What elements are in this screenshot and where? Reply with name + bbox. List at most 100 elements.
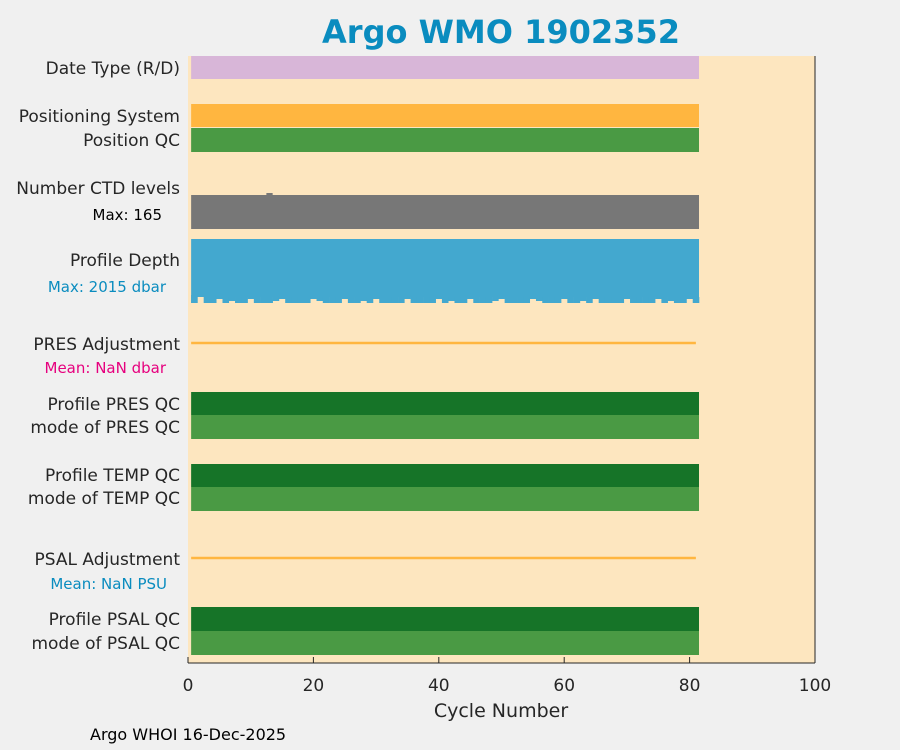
depth-cycle-mark [648, 297, 656, 303]
depth-cycle-mark [535, 297, 543, 301]
depth-cycle-mark [278, 297, 286, 299]
row-label-3: Number CTD levels [16, 179, 180, 199]
depth-cycle-mark [473, 297, 480, 303]
depth-cycle-mark [479, 297, 487, 303]
depth-cycle-mark [385, 297, 393, 303]
depth-cycle-mark [366, 297, 374, 303]
depth-cycle-mark [329, 297, 336, 303]
depth-cycle-mark [630, 297, 637, 303]
depth-cycle-mark [548, 297, 556, 303]
depth-cycle-mark [454, 297, 462, 303]
depth-cycle-mark [285, 297, 292, 303]
depth-cycle-mark [241, 297, 248, 303]
row-label-9: mode of TEMP QC [28, 489, 180, 509]
depth-cycle-mark [498, 297, 505, 299]
depth-cycle-mark [504, 297, 512, 303]
depth-cycle-mark [423, 297, 430, 303]
annotation-pres-mean: Mean: NaN dbar [45, 359, 167, 377]
row-labels: Date Type (R/D) Positioning System Positio… [16, 59, 180, 654]
depth-cycle-mark [310, 297, 317, 299]
depth-first-cycle [191, 295, 198, 303]
bar-row-11 [191, 607, 700, 631]
depth-cycle-mark [567, 297, 574, 303]
row-label-12: mode of PSAL QC [31, 634, 180, 654]
depth-cycle-mark [222, 297, 230, 303]
bar-row-0 [191, 56, 700, 79]
depth-cycle-mark [398, 297, 405, 303]
depth-cycle-mark [429, 297, 436, 303]
bar-row-4 [191, 239, 700, 297]
depth-cycle-mark [467, 297, 474, 299]
depth-cycle-mark [655, 297, 662, 299]
bar-row-6 [191, 392, 700, 415]
plot-background [188, 56, 815, 663]
x-axis: 0 20 40 60 80 100 [183, 56, 831, 696]
x-tick-label: 80 [679, 676, 701, 696]
x-tick-label: 60 [553, 676, 575, 696]
footer-credit: Argo WHOI 16-Dec-2025 [90, 725, 287, 744]
depth-cycle-mark [561, 297, 568, 299]
depth-cycle-mark [667, 297, 675, 301]
depth-cycle-mark [404, 297, 411, 299]
bar-row-12 [191, 631, 700, 655]
depth-cycle-mark [247, 297, 255, 299]
depth-cycle-mark [297, 297, 305, 303]
depth-cycle-mark [661, 297, 668, 303]
depth-cycle-mark [360, 297, 367, 301]
depth-cycle-mark [686, 297, 694, 299]
depth-cycle-mark [611, 297, 618, 303]
depth-cycle-mark [354, 297, 361, 303]
row-label-0: Date Type (R/D) [46, 59, 180, 79]
depth-cycle-mark [316, 297, 324, 301]
depth-cycle-mark [460, 297, 468, 303]
annotation-depth-max: Max: 2015 dbar [48, 278, 167, 296]
depth-cycle-mark [379, 297, 386, 303]
bar-row-9 [191, 487, 700, 511]
depth-cycle-mark [598, 297, 606, 303]
depth-cycle-mark [216, 297, 223, 299]
bar-row-3 [191, 195, 700, 229]
row-label-5: PRES Adjustment [33, 335, 180, 355]
depth-cycle-mark [673, 297, 681, 303]
depth-cycle-mark [592, 297, 599, 299]
depth-cycle-mark [228, 297, 236, 301]
depth-cycle-mark [529, 297, 537, 299]
depth-cycle-mark [291, 297, 299, 303]
depth-cycle-mark [523, 297, 531, 303]
depth-cycle-mark [586, 297, 593, 303]
depth-cycle-mark [492, 297, 499, 301]
depth-cycle-mark [266, 297, 273, 303]
depth-cycle-mark [692, 297, 700, 303]
bar-row-8 [191, 464, 700, 487]
x-axis-label: Cycle Number [434, 700, 568, 722]
depth-cycle-mark [347, 297, 355, 303]
x-tick-label: 20 [303, 676, 325, 696]
depth-cycle-mark [573, 297, 581, 303]
depth-cycle-mark [253, 297, 261, 303]
depth-cycle-mark [554, 297, 562, 303]
bar-row-2 [191, 128, 700, 152]
depth-cycle-mark [642, 297, 650, 303]
row-label-4: Profile Depth [70, 251, 180, 271]
depth-cycle-mark [272, 297, 280, 301]
annotation-psal-mean: Mean: NaN PSU [50, 575, 167, 593]
depth-cycle-mark [579, 297, 587, 301]
depth-cycle-mark [617, 297, 625, 303]
depth-cycle-mark [636, 297, 643, 303]
x-tick-label: 40 [428, 676, 450, 696]
x-tick-label: 100 [799, 676, 831, 696]
depth-cycle-mark [485, 297, 493, 303]
depth-cycle-mark [604, 297, 612, 303]
depth-cycle-mark [510, 297, 518, 303]
depth-cycle-mark [542, 297, 549, 303]
annotation-ctd-max: Max: 165 [93, 206, 162, 224]
depth-cycle-mark [410, 297, 418, 303]
chart-title: Argo WMO 1902352 [322, 13, 680, 51]
chart-marks [191, 56, 700, 655]
row-label-2: Position QC [83, 131, 180, 151]
depth-cycle-mark [441, 297, 449, 303]
x-tick-label: 0 [183, 676, 194, 696]
row-label-6: Profile PRES QC [47, 395, 180, 415]
depth-cycle-mark [435, 297, 443, 299]
bar-row-1 [191, 104, 700, 127]
